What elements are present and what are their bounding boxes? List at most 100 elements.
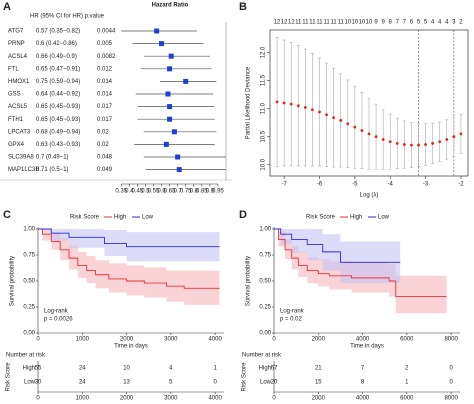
survival-curve	[38, 228, 220, 289]
x-tick-label: 3000	[164, 337, 178, 343]
cv-point	[360, 129, 364, 132]
y-tick-label: 11.5	[261, 74, 267, 86]
gene-label: FTL	[8, 66, 19, 72]
risk-count: 13	[123, 380, 130, 386]
x-tick-label: -4	[388, 182, 394, 188]
gene-label: FTH1	[8, 117, 24, 123]
cv-point	[311, 108, 314, 112]
y-tick-label: 1.00	[259, 227, 271, 233]
df-label: 9	[374, 20, 378, 26]
df-label: 11	[302, 20, 309, 26]
y-axis-label: Partial Likelihood Deviance	[246, 66, 252, 139]
x-tick-label: 0.4	[125, 189, 134, 195]
y-tick-label: 0.00	[23, 331, 35, 337]
panel: D Risk Score High Low 0.00 0.25 0.50 0.75 1.00 0 0…	[239, 209, 460, 402]
x-tick-label: 0.55	[148, 189, 160, 195]
gene-label: SLC39A8	[8, 155, 34, 161]
y-tick-label: 0.50	[259, 279, 271, 285]
y-tick-label: 0.25	[23, 305, 35, 311]
risk-count: 24	[79, 366, 86, 372]
p-value: 0.017	[97, 104, 113, 110]
risk-count: 30	[35, 380, 42, 386]
gene-label: GSS	[8, 92, 21, 98]
hr-square	[171, 129, 177, 135]
risk-count: 8	[361, 380, 365, 386]
cv-point	[339, 119, 343, 122]
df-label: 7	[396, 20, 400, 26]
annotation: Log-rank	[280, 309, 305, 315]
x-tick-label: 0.9	[206, 189, 215, 195]
hr-label: 0.7 (0.49−1)	[36, 155, 69, 161]
legend-label: Low	[142, 215, 154, 221]
hr-label: 0.64 (0.44−0.92)	[36, 92, 80, 98]
cv-point	[289, 102, 293, 106]
hr-label: 0.6 (0.42−0.86)	[36, 41, 77, 47]
x-tick-label: 0.8	[190, 189, 199, 195]
hr-square	[167, 66, 173, 72]
risk-title: Number at risk	[6, 353, 46, 359]
y-tick-label: 0.75	[23, 253, 35, 259]
x-tick-label: 0.75	[180, 189, 192, 195]
p-value: 0.0082	[97, 54, 116, 60]
cv-point	[367, 132, 371, 136]
x-tick-label: 4000	[356, 337, 370, 343]
risk-row-label: Low	[24, 380, 36, 386]
df-label: 4	[438, 20, 442, 26]
df-label: 2	[459, 20, 463, 26]
legend-label: High	[350, 215, 362, 221]
y-tick-label: 11.0	[261, 102, 267, 114]
x-tick-label: 0.85	[196, 189, 208, 195]
p-value: 0.017	[97, 117, 113, 123]
y-axis-label: Survival probability	[246, 256, 252, 306]
cv-point	[303, 106, 307, 109]
x-tick-label: 0.65	[164, 189, 176, 195]
panel: C Risk Score High Low 0.00 0.25 0.50 0.75 1.00 0 0…	[3, 209, 224, 402]
risk-axis-label: Risk Score	[6, 362, 12, 392]
df-label: 8	[389, 20, 393, 26]
df-label: 11	[309, 20, 316, 26]
gene-label: ACSL5	[8, 104, 28, 110]
gene-label: GPX4	[8, 142, 25, 148]
gene-label: ACSL4	[8, 54, 28, 60]
risk-row-label: Low	[260, 380, 272, 386]
y-tick-label: 10.0	[261, 158, 267, 170]
hr-label: 0.71 (0.5−1)	[36, 167, 69, 173]
x-axis-label: Time in days	[350, 344, 384, 350]
cv-point	[275, 100, 279, 104]
hr-square	[183, 78, 189, 84]
risk-count: 5	[169, 380, 173, 386]
df-label: 12	[274, 20, 281, 26]
legend-title: Risk Score	[70, 215, 100, 221]
cv-point	[445, 138, 449, 141]
table-x-tick-label: 8000	[444, 396, 458, 402]
x-tick-label: 0	[36, 337, 40, 343]
risk-row-label: High	[23, 366, 35, 372]
risk-count: 0	[449, 366, 453, 372]
survival-curve	[274, 228, 447, 298]
df-label: 12	[281, 20, 288, 26]
cv-point	[452, 135, 456, 139]
risk-count: 2	[405, 366, 409, 372]
table-x-tick-label: 0	[36, 396, 40, 402]
cv-point	[374, 135, 378, 139]
x-tick-label: 2000	[312, 337, 326, 343]
x-tick-label: -2	[458, 182, 464, 188]
x-tick-label: 0	[272, 337, 276, 343]
x-tick-label: -3	[423, 182, 429, 188]
hr-square	[175, 154, 181, 160]
df-label: 11	[316, 20, 323, 26]
y-tick-label: 10.5	[261, 130, 267, 142]
annotation: p = 0.02	[280, 317, 303, 323]
df-label: 11	[338, 20, 345, 26]
risk-title: Number at risk	[242, 353, 282, 359]
panel: A Hazard Ratio HR (95% CI for HR) p.value A…	[0, 1, 232, 195]
ci-band	[274, 229, 401, 284]
x-tick-label: 0.5	[141, 189, 150, 195]
risk-count: 67	[271, 366, 278, 372]
cv-point	[424, 143, 427, 146]
x-tick-label: -5	[352, 182, 358, 188]
panel-label: A	[3, 1, 11, 13]
df-label: 11	[295, 20, 302, 26]
y-tick-label: 0.50	[23, 279, 35, 285]
